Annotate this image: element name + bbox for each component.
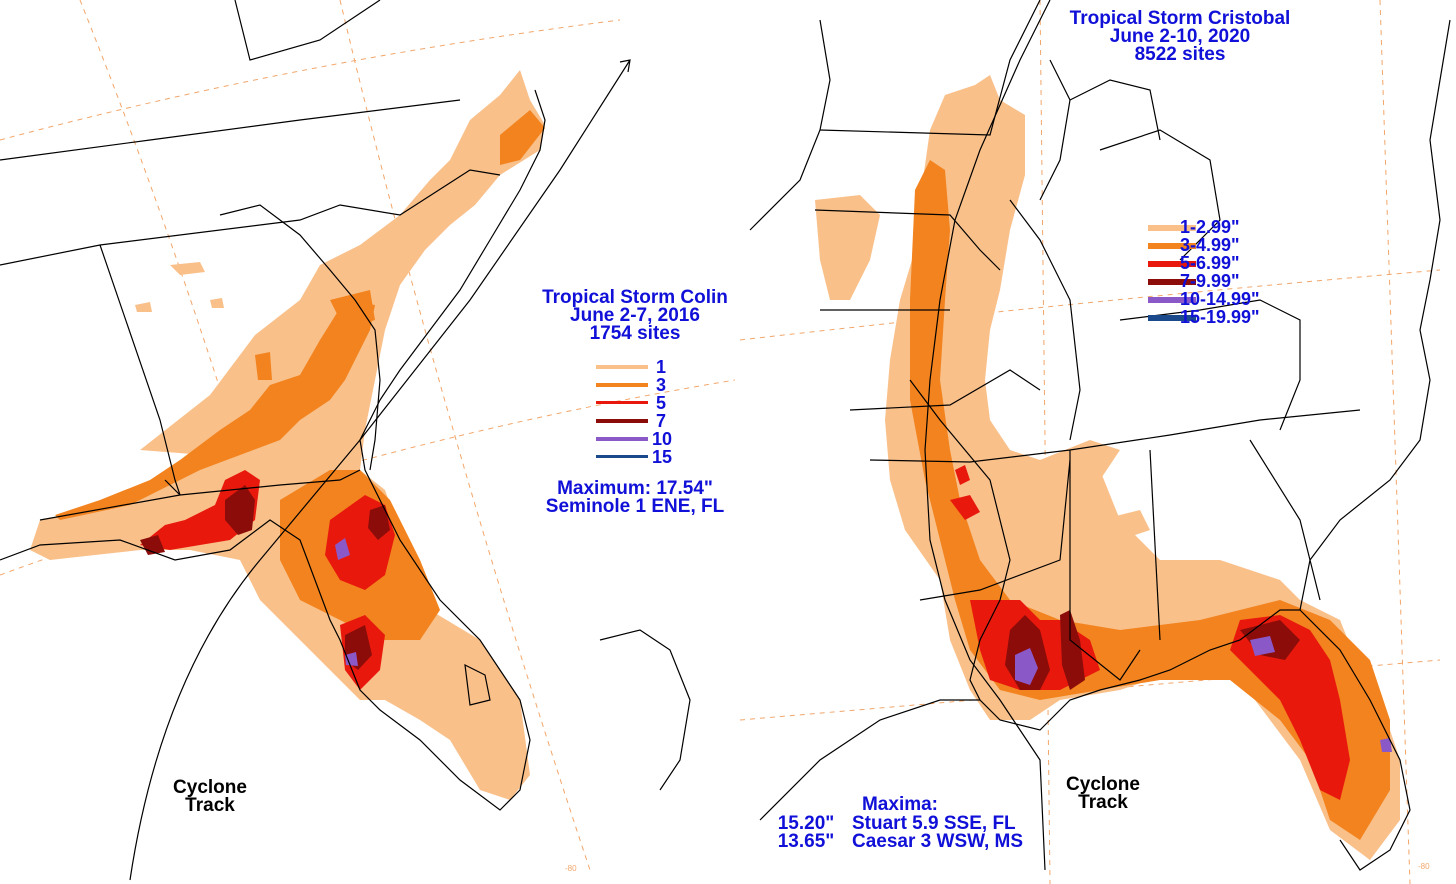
cristobal-maxima-location: Caesar 3 WSW, MS — [852, 831, 1024, 852]
cristobal-rain-10in — [1015, 636, 1392, 752]
cristobal-legend-swatch — [1148, 297, 1196, 303]
cristobal-legend-label: 10-14.99" — [1180, 289, 1260, 309]
cristobal-cyclone-track — [924, 0, 1051, 871]
colin-track-label-1: Cyclone — [173, 777, 247, 798]
colin-track-label-2: Track — [185, 795, 235, 816]
colin-rain-10in — [335, 538, 358, 666]
colin-cyclone-track — [129, 59, 631, 881]
cristobal-title: Tropical Storm Cristobal — [1069, 8, 1291, 29]
colin-legend-swatch — [596, 419, 648, 423]
colin-legend: 1 3 5 7 10 15 — [596, 358, 716, 468]
cristobal-maxima-value: 13.65" — [777, 831, 835, 852]
cristobal-legend-label: 1-2.99" — [1180, 217, 1240, 237]
cristobal-legend-swatch — [1148, 279, 1196, 285]
colin-title: Tropical Storm Colin — [542, 287, 728, 308]
colin-legend-swatch — [596, 383, 648, 387]
cristobal-sites: 8522 sites — [1134, 44, 1226, 65]
colin-legend-label: 7 — [656, 411, 667, 431]
cristobal-maxima-value: 15.20" — [777, 813, 835, 834]
colin-legend-label: 1 — [656, 357, 667, 377]
cristobal-legend-swatch — [1148, 243, 1196, 249]
colin-sites: 1754 sites — [589, 323, 681, 344]
colin-legend-swatch — [596, 437, 648, 441]
colin-legend-swatch — [596, 365, 648, 369]
cristobal-legend: 1-2.99" 3-4.99" 5-6.99" 7-9.99" 10-14.99… — [1148, 218, 1318, 328]
cristobal-legend-swatch — [1148, 315, 1196, 321]
colin-corner-label: -80 — [565, 864, 577, 873]
cristobal-legend-label: 7-9.99" — [1180, 271, 1240, 291]
colin-legend-swatch — [596, 455, 648, 458]
cristobal-track-label-1: Cyclone — [1066, 774, 1140, 795]
cristobal-track-label-2: Track — [1078, 792, 1128, 813]
cristobal-maxima-location: Stuart 5.9 SSE, FL — [852, 813, 1016, 834]
cristobal-legend-swatch — [1148, 261, 1196, 267]
cristobal-dates: June 2-10, 2020 — [1109, 26, 1251, 47]
cristobal-rainfall-map — [740, 0, 1451, 884]
cristobal-legend-label: 5-6.99" — [1180, 253, 1240, 273]
cristobal-corner-label: -80 — [1418, 862, 1430, 871]
colin-maximum-location: Seminole 1 ENE, FL — [545, 496, 725, 517]
colin-maximum-value: Maximum: 17.54" — [557, 478, 713, 499]
colin-rainfall-map — [0, 0, 736, 881]
colin-legend-swatch — [596, 401, 648, 404]
cristobal-state-boundaries — [749, 0, 1451, 871]
cristobal-legend-swatch — [1148, 225, 1196, 231]
colin-legend-label: 3 — [656, 375, 667, 395]
colin-dates: June 2-7, 2016 — [570, 305, 700, 326]
colin-state-boundaries — [0, 0, 691, 811]
colin-legend-label: 15 — [652, 447, 673, 467]
cristobal-legend-label: 15-19.99" — [1180, 307, 1260, 327]
cristobal-legend-label: 3-4.99" — [1180, 235, 1240, 255]
colin-legend-label: 10 — [652, 429, 673, 449]
cristobal-maxima-header: Maxima: — [861, 794, 939, 815]
colin-legend-label: 5 — [656, 393, 667, 413]
